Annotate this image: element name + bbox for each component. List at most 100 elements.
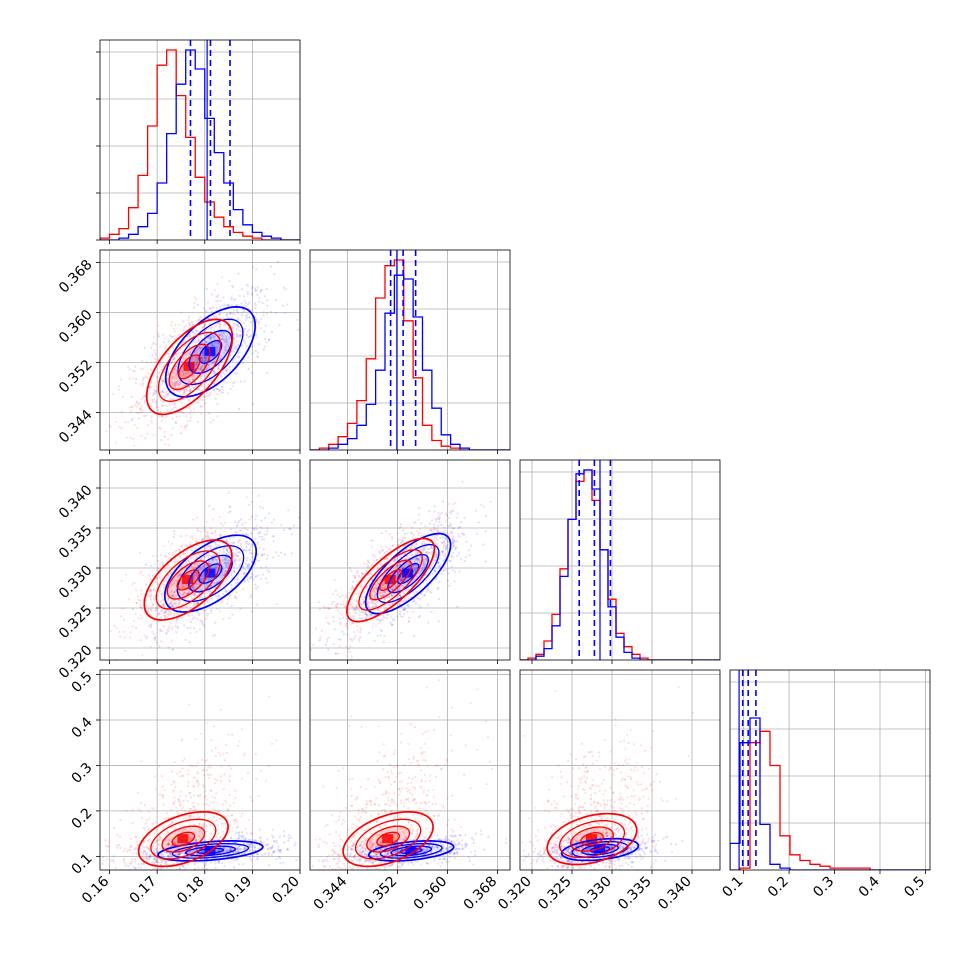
blue-scatter-point: [200, 620, 203, 623]
blue-scatter-point: [134, 867, 137, 870]
red-scatter-point: [154, 400, 158, 403]
blue-scatter-point: [255, 587, 258, 590]
blue-scatter-point: [248, 848, 251, 852]
marginal-panel-3: [519, 459, 721, 664]
red-scatter-point: [220, 391, 223, 394]
panel-frame: [309, 249, 511, 451]
red-scatter-point: [194, 380, 197, 384]
blue-scatter-point: [438, 580, 441, 584]
red-scatter-point: [183, 563, 186, 566]
red-scatter-point: [132, 619, 135, 623]
red-scatter-point: [201, 379, 204, 382]
blue-scatter-point: [328, 622, 331, 626]
blue-scatter-point: [252, 855, 255, 858]
red-scatter-point: [178, 573, 181, 577]
red-scatter-point: [198, 316, 201, 319]
blue-scatter-point: [441, 536, 444, 539]
red-scatter-point: [329, 607, 332, 610]
blue-scatter-point: [158, 612, 161, 615]
blue-scatter-point: [438, 513, 442, 516]
blue-scatter-point: [173, 402, 176, 405]
red-scatter-point: [373, 555, 377, 558]
blue-scatter-point: [194, 547, 197, 550]
blue-scatter-point: [204, 334, 208, 337]
red-scatter-point: [417, 551, 420, 554]
red-scatter-point: [403, 557, 406, 561]
red-scatter-point: [242, 572, 245, 575]
blue-scatter-point: [262, 507, 265, 510]
blue-scatter-point: [252, 849, 256, 852]
red-scatter-point: [171, 345, 174, 348]
red-scatter-point: [395, 585, 398, 588]
red-scatter-point: [358, 593, 361, 596]
red-scatter-point: [336, 602, 339, 605]
blue-scatter-point: [172, 536, 175, 539]
blue-scatter-point: [437, 561, 440, 564]
blue-scatter-point: [236, 578, 239, 582]
blue-scatter-point: [277, 260, 280, 263]
red-scatter-point: [318, 639, 321, 642]
blue-scatter-point: [256, 585, 259, 589]
blue-scatter-point: [272, 534, 275, 538]
blue-scatter-point: [213, 371, 216, 374]
red-scatter-point: [361, 572, 364, 576]
red-scatter-point: [170, 383, 173, 386]
blue-scatter-point: [219, 586, 222, 589]
red-scatter-point: [437, 515, 440, 519]
blue-scatter-point: [236, 311, 240, 314]
red-scatter-point: [117, 384, 120, 388]
blue-scatter-point: [222, 338, 225, 341]
red-scatter-point: [193, 301, 196, 305]
red-scatter-point: [165, 631, 168, 635]
blue-scatter-point: [225, 369, 228, 372]
red-scatter-point: [177, 577, 180, 580]
red-scatter-point: [435, 529, 438, 532]
red-scatter-point: [205, 536, 208, 539]
red-scatter-point: [155, 385, 158, 388]
red-scatter-point: [379, 552, 382, 555]
red-scatter-point: [211, 334, 214, 337]
blue-scatter-point: [206, 545, 210, 548]
blue-scatter-point: [157, 335, 160, 338]
red-scatter-point: [130, 405, 134, 408]
blue-scatter-point: [265, 287, 268, 291]
red-scatter-point: [217, 364, 221, 367]
blue-scatter-point: [456, 512, 459, 515]
red-scatter-point: [187, 406, 190, 409]
red-scatter-point: [172, 389, 175, 392]
red-scatter-point: [165, 555, 168, 558]
blue-scatter-point: [254, 583, 257, 586]
red-scatter-point: [381, 583, 384, 587]
blue-scatter-point: [401, 615, 404, 618]
red-scatter-point: [191, 322, 194, 325]
blue-scatter-point: [439, 564, 442, 567]
red-scatter-point: [410, 531, 413, 534]
red-scatter-point: [200, 364, 203, 367]
blue-scatter-point: [213, 541, 216, 544]
blue-contour: [188, 554, 233, 593]
blue-scatter-point: [232, 337, 235, 340]
red-scatter-point: [187, 370, 190, 373]
red-scatter-point: [154, 361, 157, 364]
red-scatter-point: [173, 594, 176, 598]
red-scatter-point: [143, 394, 146, 397]
red-scatter-point: [150, 422, 153, 425]
blue-scatter-point: [201, 359, 204, 363]
red-scatter-point: [338, 645, 341, 648]
red-scatter-point: [109, 425, 112, 428]
red-scatter-point: [325, 607, 328, 610]
red-scatter-point: [163, 625, 166, 629]
red-scatter-point: [418, 560, 421, 563]
blue-scatter-point: [209, 336, 213, 339]
red-scatter-point: [372, 601, 375, 604]
blue-scatter-point: [440, 523, 443, 527]
red-scatter-point: [196, 564, 199, 567]
red-scatter-point: [135, 601, 138, 605]
blue-scatter-point: [230, 837, 233, 840]
red-scatter-point: [171, 553, 174, 556]
blue-scatter-point: [161, 562, 164, 565]
red-scatter-point: [208, 504, 211, 507]
red-scatter-point: [170, 377, 173, 380]
red-scatter-point: [169, 613, 172, 616]
blue-scatter-point: [213, 558, 216, 561]
